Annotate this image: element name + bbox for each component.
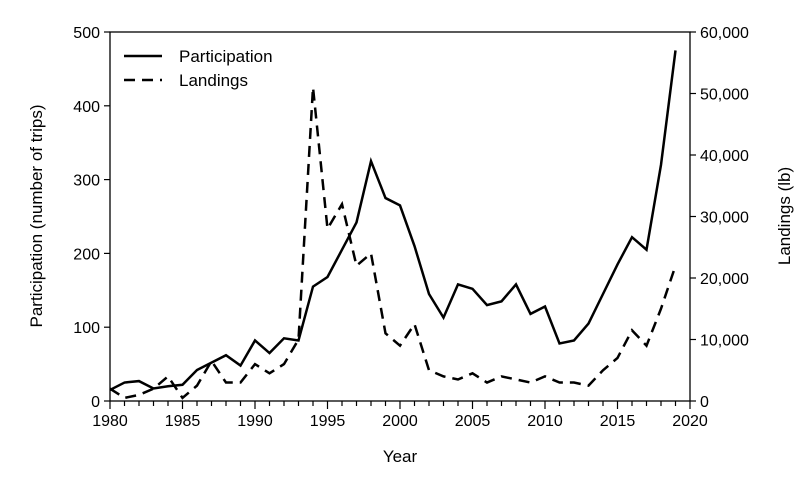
y-tick-label: 500 [73,25,100,42]
y2-tick-label: 50,000 [700,87,749,104]
legend: Participation Landings [124,47,273,90]
x-tick-label: 2020 [672,413,708,430]
y-tick-label: 200 [73,246,100,263]
y-tick-label: 0 [91,394,100,411]
x-tick-label: 1995 [310,413,346,430]
x-tick-label: 1985 [165,413,201,430]
x-axis-label: Year [383,447,418,466]
y2-tick-label: 30,000 [700,210,749,227]
x-tick-label: 2010 [527,413,563,430]
series-line-participation [109,50,677,392]
y2-tick-label: 40,000 [700,148,749,165]
legend-label-participation: Participation [179,47,273,66]
x-tick-label: 2005 [455,413,491,430]
y-tick-label: 300 [73,173,100,190]
legend-label-landings: Landings [179,71,248,90]
x-tick-label: 2000 [382,413,418,430]
x-tick-label: 2015 [600,413,636,430]
y2-tick-label: 60,000 [700,25,749,42]
x-tick-label: 1990 [237,413,273,430]
y-tick-label: 400 [73,99,100,116]
y-tick-label: 100 [73,320,100,337]
y2-tick-label: 0 [700,394,709,411]
y2-tick-label: 20,000 [700,271,749,288]
series-line-landings [109,87,677,400]
y2-axis-label: Landings (lb) [775,167,794,265]
x-tick-label: 1980 [92,413,128,430]
y-axis-label: Participation (number of trips) [27,105,46,328]
y2-tick-label: 10,000 [700,333,749,350]
